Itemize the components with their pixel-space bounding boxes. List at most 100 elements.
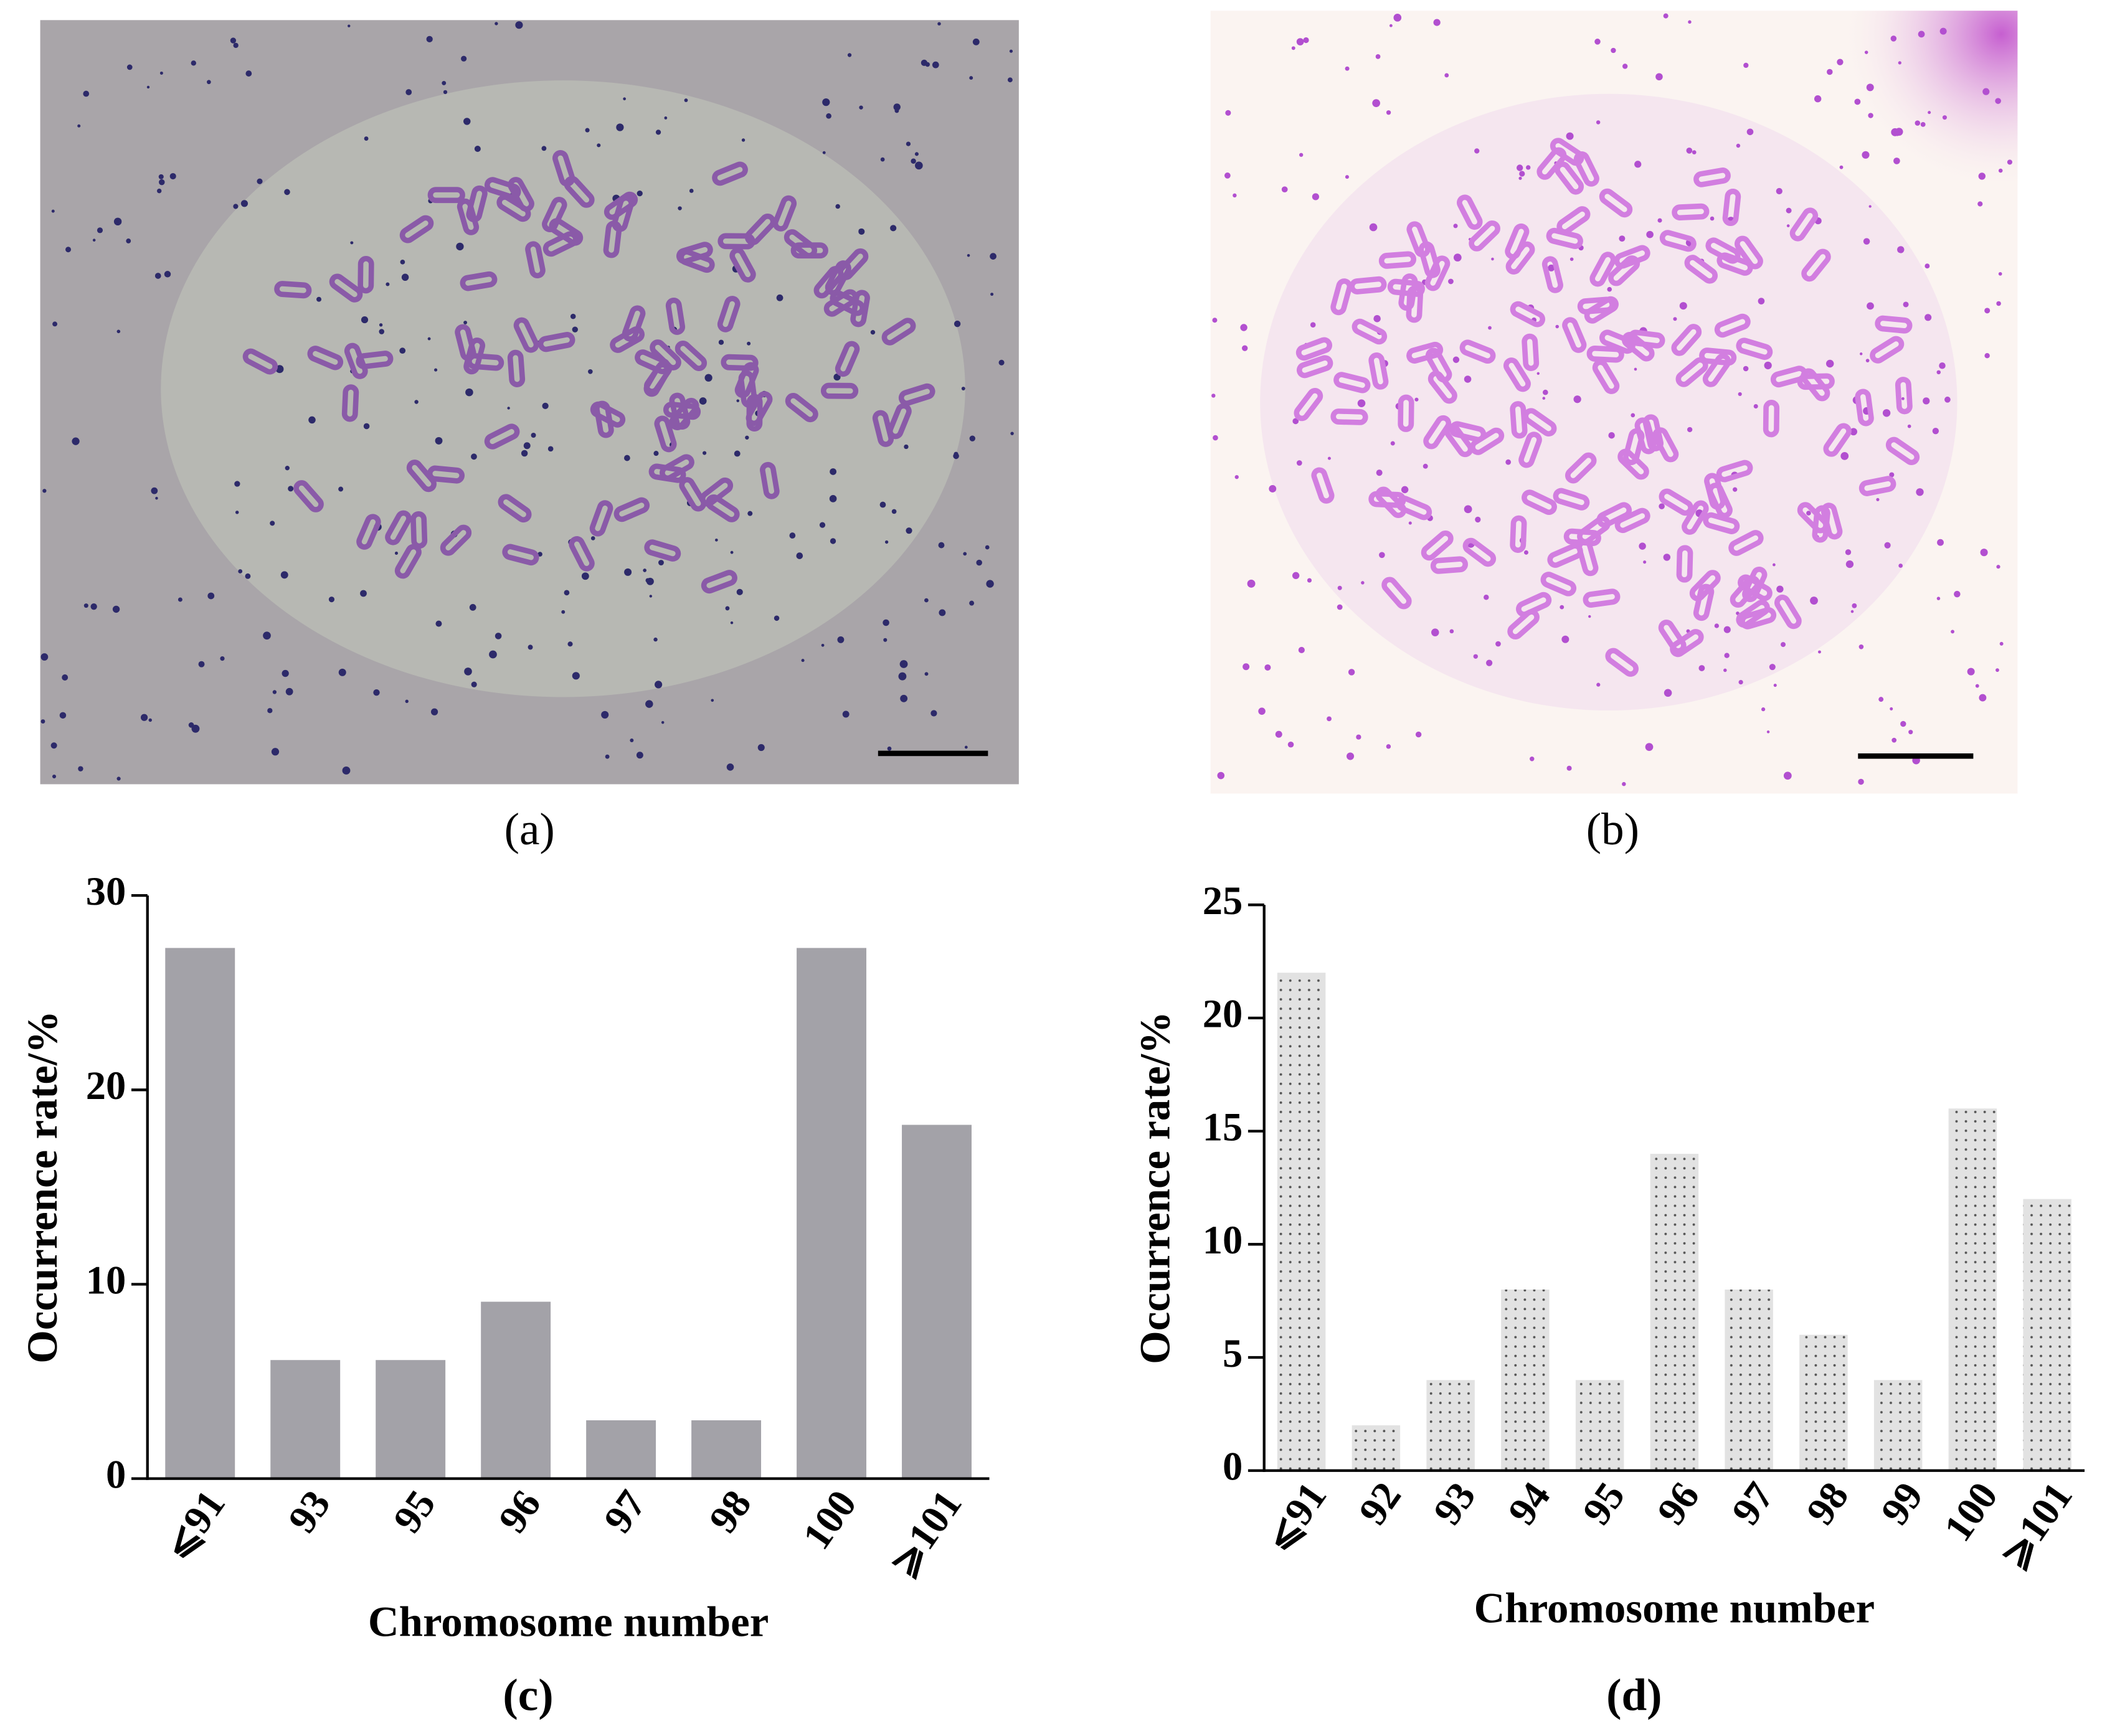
stain-dot [1753,404,1758,409]
stain-dot [1868,205,1872,208]
stain-dot [238,569,243,573]
stain-dot [1825,359,1834,368]
chromosome [1583,588,1621,608]
stain-dot [1542,397,1546,400]
chromosome [484,177,521,200]
stain-dot [725,606,730,611]
stain-dot [664,116,668,120]
stain-dot [1224,172,1231,179]
stain-dot [1810,597,1818,605]
chromosome [1875,315,1913,334]
chromosome [1763,400,1780,438]
stain-dot [456,242,464,251]
stain-dot [1234,474,1239,479]
chromosome [1671,324,1702,356]
stain-dot [1746,128,1754,136]
stain-dot [1560,605,1565,610]
stain-dot [463,118,471,125]
chromosome [1858,476,1896,496]
chromosome [785,392,818,423]
stain-dot [1736,143,1741,148]
chromosome [1423,415,1452,450]
stain-dot [884,540,889,544]
stain-dot [1891,128,1900,136]
stain-dot [435,436,443,445]
chromosome [669,392,691,430]
stain-dot [198,661,205,668]
stain-dot [829,495,837,502]
stain-dot [1686,148,1693,154]
stain-dot [308,416,316,424]
stain-dot [932,61,939,68]
stain-dot [1523,550,1528,555]
stain-dot [207,80,211,85]
stain-dot [1738,392,1742,397]
stain-dot [830,468,836,475]
stain-dot [379,329,385,334]
x-tick-label: 94 [1499,1474,1559,1532]
stain-dot [1007,77,1013,83]
x-tick-label: ⩽91 [1256,1474,1335,1560]
chromosome [1516,592,1552,617]
stain-dot [1225,110,1231,116]
chromosome [1736,600,1770,628]
stain-dot [1936,597,1941,600]
y-tick-label: 30 [86,869,126,913]
stain-dot [348,24,351,27]
y-axis-label: Occurrence rate/% [19,1011,66,1364]
stain-dot [1692,150,1697,154]
stain-dot [1724,653,1730,658]
stain-dot [1307,578,1312,583]
stain-dot [405,699,409,703]
stain-dot [1918,31,1925,38]
chromosome [635,349,671,374]
stain-dot [1781,642,1786,648]
stain-dot [1980,549,1988,557]
chromosome [1352,318,1388,345]
chromosome [705,494,740,522]
stain-dot [1213,435,1218,441]
stain-dot [77,124,81,128]
chromosome [569,536,595,572]
chromosome [1586,346,1624,363]
stain-dot [1217,771,1225,780]
stain-dot [847,53,852,57]
stain-dot [1688,20,1692,24]
stain-dot [1889,472,1895,478]
stain-dot [1645,743,1654,751]
bar [1799,1334,1848,1471]
stain-dot [1939,362,1946,369]
stain-dot [734,450,741,457]
stain-dot [821,643,825,647]
stain-dot [699,397,707,405]
stain-dot [338,668,346,676]
stain-dot [1233,193,1237,198]
stain-dot [1423,463,1428,469]
stain-dot [1373,314,1381,323]
chromosome [1330,278,1353,316]
stain-dot [430,708,438,715]
stain-dot [1679,302,1687,310]
stain-dot [386,282,390,286]
stain-dot [655,130,661,135]
stain-dot [521,450,528,457]
stain-dot [1376,469,1383,476]
y-tick-label: 20 [86,1063,126,1108]
chromosome [1577,296,1615,314]
stain-dot [887,746,892,751]
chromosome [508,177,534,212]
chromosome [772,195,797,232]
stain-dot [939,609,946,616]
stain-dot [316,296,322,302]
stain-dot [567,641,573,647]
chromosome [1553,488,1590,511]
x-tick-label: ⩾101 [1990,1474,2081,1577]
stain-dot [906,527,912,534]
stain-dot [1995,668,1999,672]
stain-dot [1664,689,1672,697]
bar [1650,1153,1699,1471]
stain-dot [1530,757,1535,762]
stain-dot [914,152,919,156]
stain-dot [245,573,251,579]
stain-dot [83,90,90,97]
